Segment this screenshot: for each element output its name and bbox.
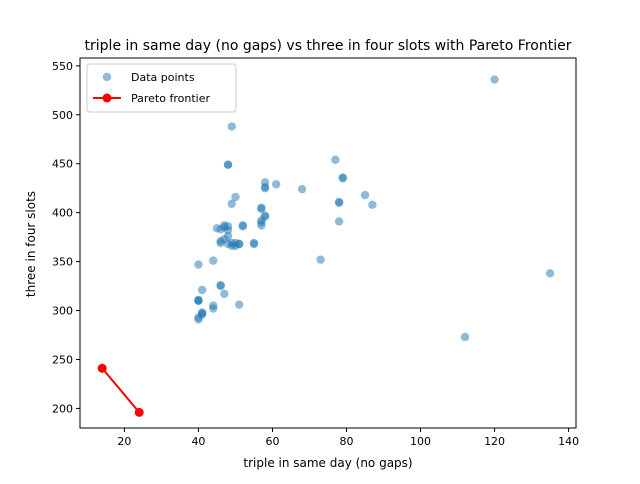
chart-title: triple in same day (no gaps) vs three in… — [85, 38, 572, 54]
data-point — [223, 226, 233, 235]
data-point — [545, 269, 555, 278]
plot-marks — [97, 75, 555, 417]
pareto-frontier-point — [134, 407, 144, 417]
legend-marker-pareto — [102, 93, 112, 103]
data-point — [227, 122, 236, 131]
data-point — [227, 199, 236, 209]
legend-box — [86, 63, 237, 113]
data-point — [194, 315, 203, 324]
x-axis-ticks: 20 40 60 80 100 120 140 — [117, 428, 579, 448]
y-tick-label: 400 — [52, 207, 73, 220]
y-tick-label: 250 — [52, 353, 73, 366]
y-tick-label: 300 — [52, 305, 73, 318]
data-point — [297, 184, 307, 194]
data-point — [316, 255, 325, 264]
data-point — [334, 198, 344, 208]
data-point — [257, 221, 266, 230]
data-point — [223, 160, 233, 169]
y-axis-label: three in four slots — [24, 191, 38, 297]
data-point — [368, 200, 377, 210]
data-point — [249, 239, 259, 249]
data-point — [360, 190, 370, 200]
x-tick-label: 100 — [410, 435, 431, 448]
data-point — [334, 217, 344, 226]
legend: Data points Pareto frontier — [86, 63, 237, 113]
data-point — [216, 225, 225, 234]
data-point — [216, 281, 225, 291]
data-point — [209, 304, 218, 313]
pareto-frontier-line — [101, 367, 140, 413]
data-point — [216, 238, 225, 248]
y-axis-ticks: 200 250 300 350 400 450 500 550 — [52, 60, 80, 415]
x-axis-label: triple in same day (no gaps) — [243, 456, 412, 470]
data-point — [197, 285, 207, 295]
y-tick-label: 450 — [52, 158, 73, 171]
data-point — [194, 296, 203, 305]
data-point — [338, 174, 348, 183]
legend-label: Data points — [131, 71, 195, 84]
data-point — [220, 289, 229, 299]
data-point — [234, 300, 244, 309]
x-tick-label: 60 — [265, 435, 279, 448]
data-point — [257, 204, 266, 213]
y-tick-label: 500 — [52, 109, 73, 122]
data-point — [231, 241, 240, 251]
x-tick-label: 140 — [558, 435, 579, 448]
y-tick-label: 550 — [52, 60, 73, 73]
x-tick-label: 40 — [191, 435, 205, 448]
data-point — [238, 222, 248, 231]
y-tick-label: 350 — [52, 256, 73, 269]
x-tick-label: 120 — [484, 435, 505, 448]
data-point — [490, 75, 499, 84]
data-point — [209, 256, 218, 265]
pareto-frontier-point — [97, 363, 107, 373]
x-tick-label: 80 — [340, 435, 354, 448]
x-tick-label: 20 — [117, 435, 131, 448]
data-point — [460, 332, 470, 342]
data-point — [194, 260, 203, 269]
legend-label: Pareto frontier — [131, 92, 210, 105]
data-point — [271, 180, 281, 189]
data-point — [231, 192, 240, 202]
y-tick-label: 200 — [52, 402, 73, 415]
data-point — [260, 183, 270, 193]
plot-frame — [79, 57, 577, 429]
data-point — [331, 155, 340, 164]
legend-marker-data-points — [102, 72, 112, 82]
